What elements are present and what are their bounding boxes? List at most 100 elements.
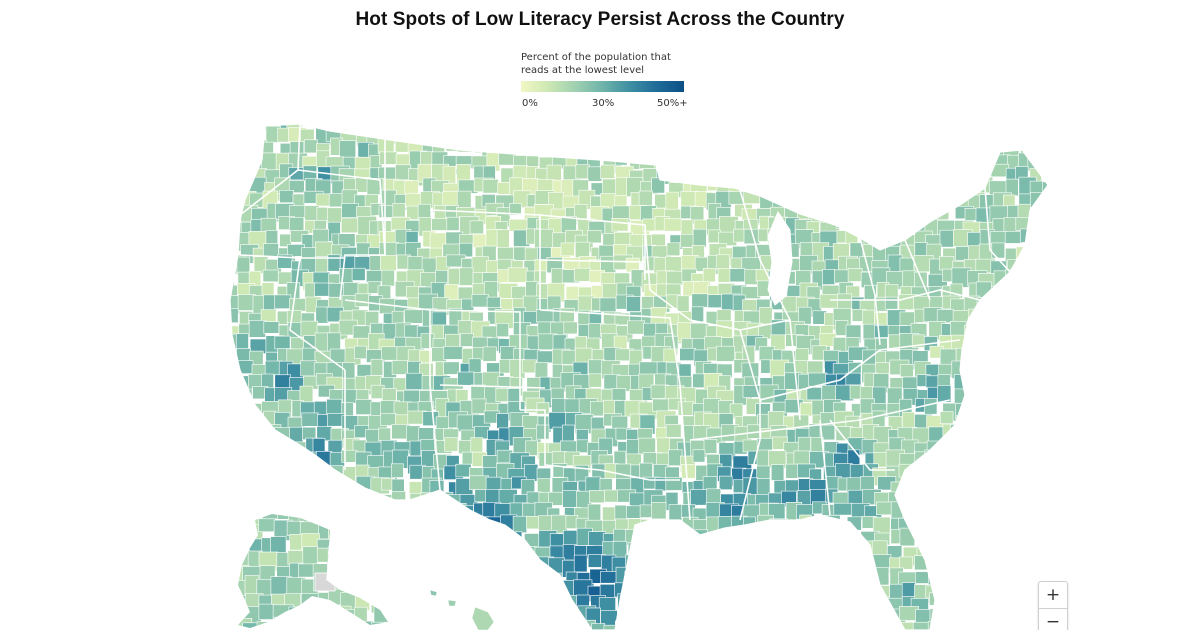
us-county[interactable]: [989, 388, 1007, 403]
us-county[interactable]: [708, 531, 726, 548]
us-county[interactable]: [1005, 384, 1021, 402]
us-county[interactable]: [784, 606, 804, 621]
us-county[interactable]: [785, 597, 801, 610]
us-county[interactable]: [664, 532, 684, 546]
us-county[interactable]: [782, 620, 800, 630]
us-county[interactable]: [1016, 572, 1035, 586]
us-county[interactable]: [455, 463, 472, 478]
us-county[interactable]: [274, 294, 292, 309]
us-county[interactable]: [287, 449, 305, 468]
us-county[interactable]: [419, 520, 439, 536]
us-county[interactable]: [396, 115, 410, 127]
us-county[interactable]: [435, 554, 455, 574]
us-county[interactable]: [925, 375, 940, 388]
us-county[interactable]: [939, 117, 953, 137]
us-county[interactable]: [782, 520, 803, 541]
us-county[interactable]: [485, 596, 500, 612]
us-county[interactable]: [641, 598, 656, 619]
us-county[interactable]: [862, 208, 876, 227]
us-county[interactable]: [1031, 479, 1044, 496]
us-county[interactable]: [990, 231, 1007, 245]
us-county[interactable]: [953, 570, 969, 591]
us-county[interactable]: [902, 489, 921, 503]
alaska-county[interactable]: [298, 563, 315, 578]
us-county[interactable]: [1033, 348, 1050, 369]
us-county[interactable]: [950, 533, 968, 554]
us-county[interactable]: [508, 138, 522, 155]
us-county[interactable]: [341, 203, 359, 218]
alaska-no-data-county[interactable]: [314, 572, 336, 592]
us-county[interactable]: [1019, 504, 1032, 520]
us-county[interactable]: [498, 619, 514, 630]
us-county[interactable]: [993, 582, 1013, 596]
us-county[interactable]: [512, 622, 529, 630]
us-county[interactable]: [534, 228, 554, 249]
us-county[interactable]: [641, 527, 654, 541]
us-county[interactable]: [405, 116, 424, 131]
us-county[interactable]: [1003, 567, 1017, 581]
us-county[interactable]: [966, 624, 985, 630]
us-county[interactable]: [757, 115, 770, 132]
us-county[interactable]: [980, 607, 1000, 627]
us-county[interactable]: [390, 505, 405, 520]
us-county[interactable]: [228, 139, 246, 156]
us-county[interactable]: [978, 597, 994, 613]
us-county[interactable]: [899, 621, 914, 630]
us-county[interactable]: [1031, 256, 1047, 273]
us-county[interactable]: [824, 182, 839, 198]
us-county[interactable]: [1007, 442, 1024, 458]
us-county[interactable]: [771, 619, 788, 630]
alaska-county[interactable]: [232, 536, 252, 551]
us-county[interactable]: [448, 623, 468, 630]
alaska-county[interactable]: [357, 620, 374, 630]
alaska-county[interactable]: [346, 524, 360, 540]
us-county[interactable]: [536, 621, 556, 630]
us-county[interactable]: [419, 570, 439, 589]
us-county[interactable]: [1046, 364, 1066, 382]
hawaii-island[interactable]: [447, 599, 457, 607]
us-county[interactable]: [899, 556, 913, 570]
us-county[interactable]: [676, 295, 690, 312]
us-county[interactable]: [587, 503, 601, 522]
us-county[interactable]: [643, 581, 664, 601]
us-county[interactable]: [304, 451, 319, 469]
us-county[interactable]: [383, 530, 398, 551]
us-county[interactable]: [1002, 527, 1020, 545]
us-county[interactable]: [769, 166, 788, 184]
us-county[interactable]: [458, 566, 471, 580]
us-county[interactable]: [304, 610, 323, 630]
us-county[interactable]: [822, 192, 842, 211]
us-county[interactable]: [772, 585, 793, 603]
us-county[interactable]: [1004, 476, 1020, 490]
us-county[interactable]: [940, 515, 961, 532]
us-county[interactable]: [522, 557, 540, 572]
us-county[interactable]: [459, 556, 477, 570]
alaska-county[interactable]: [384, 564, 401, 579]
us-county[interactable]: [746, 610, 762, 630]
us-county[interactable]: [403, 583, 423, 600]
us-county[interactable]: [225, 450, 243, 464]
us-county[interactable]: [993, 333, 1011, 353]
us-county[interactable]: [666, 125, 680, 145]
us-county[interactable]: [1027, 245, 1048, 265]
us-county[interactable]: [253, 488, 267, 506]
us-county[interactable]: [509, 541, 526, 561]
us-county[interactable]: [1043, 387, 1055, 403]
us-county[interactable]: [718, 125, 734, 138]
us-county[interactable]: [964, 128, 982, 143]
us-county[interactable]: [874, 143, 892, 157]
us-county[interactable]: [771, 557, 786, 574]
us-county[interactable]: [916, 516, 932, 531]
us-county[interactable]: [238, 475, 251, 489]
us-county[interactable]: [1043, 204, 1058, 224]
alaska-county[interactable]: [345, 561, 366, 579]
us-county[interactable]: [717, 529, 738, 549]
us-county[interactable]: [745, 555, 762, 574]
us-county[interactable]: [356, 567, 371, 582]
us-county[interactable]: [885, 141, 901, 156]
us-county[interactable]: [1001, 398, 1021, 412]
us-county[interactable]: [1042, 181, 1055, 201]
us-county[interactable]: [678, 143, 695, 159]
us-county[interactable]: [965, 543, 980, 562]
us-county[interactable]: [925, 585, 945, 599]
